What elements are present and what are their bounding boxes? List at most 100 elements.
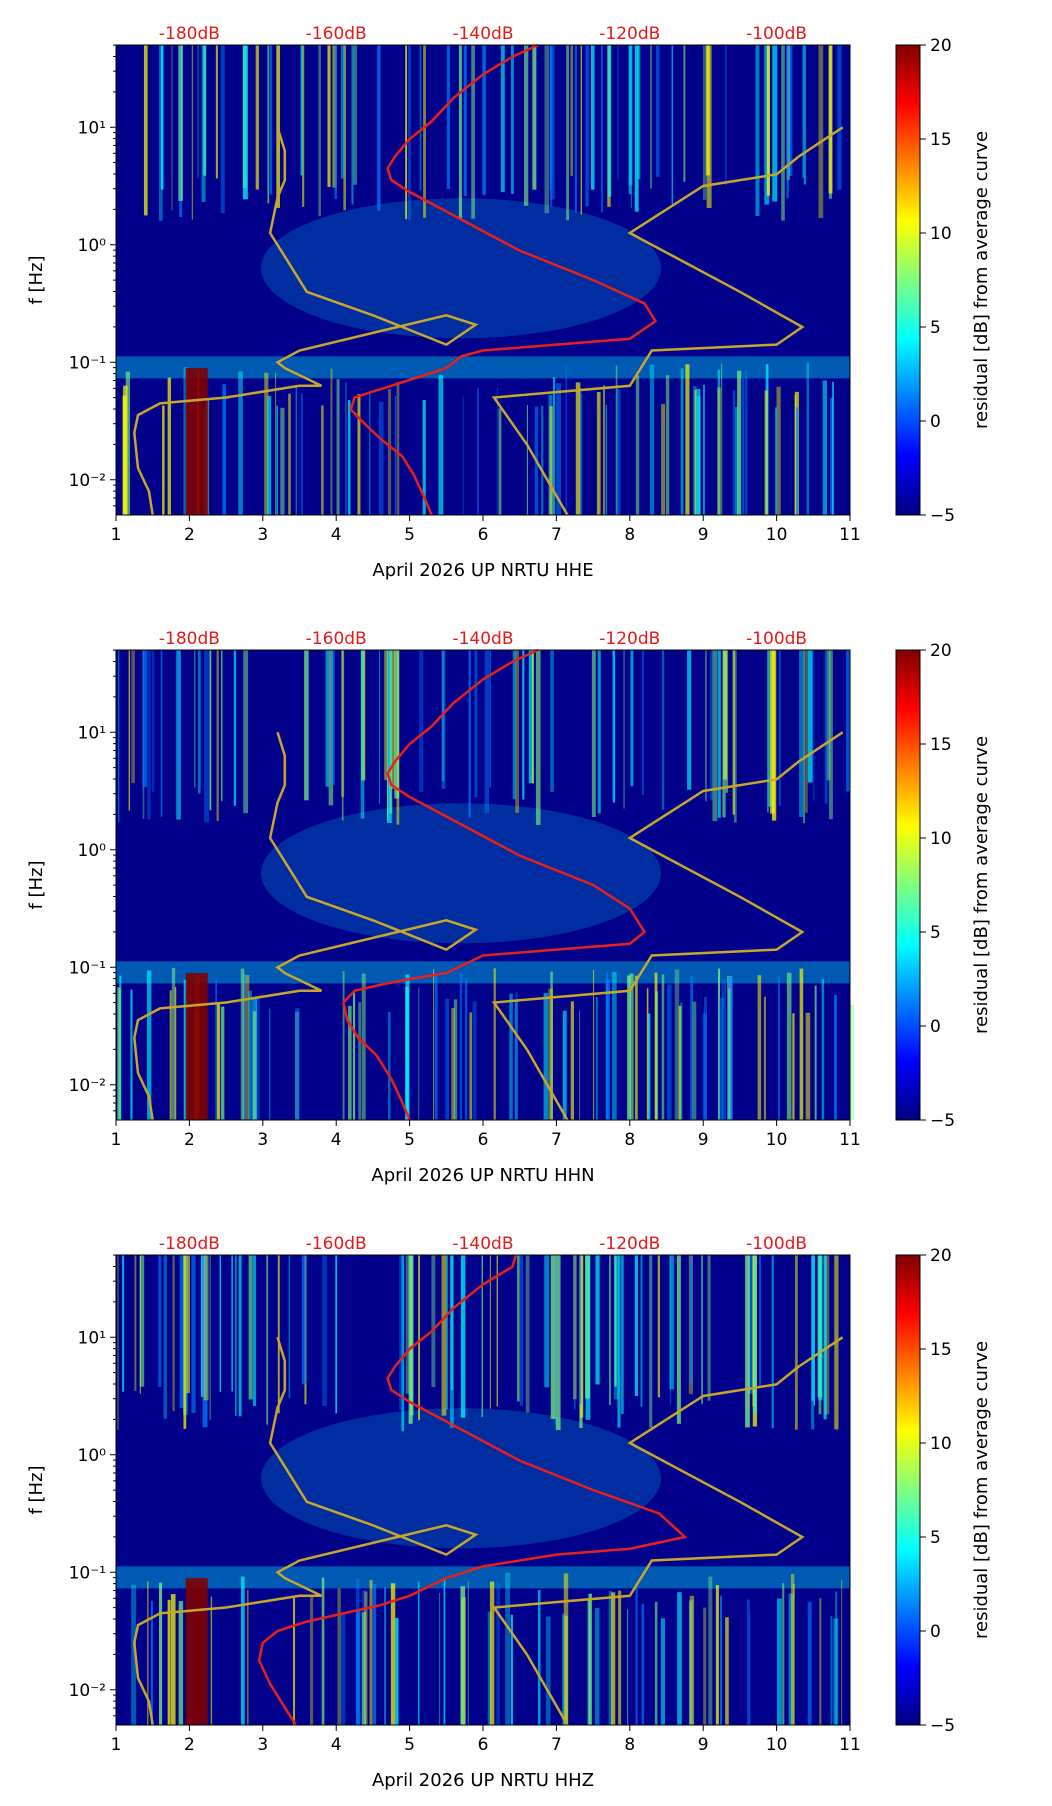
horizontal-band — [116, 961, 850, 984]
spectrogram-streak — [361, 1612, 366, 1725]
y-tick-label: 10⁻¹ — [69, 958, 106, 978]
spectrogram-streak — [179, 1255, 184, 1408]
spectrogram-streak — [193, 650, 196, 788]
spectrogram-streak — [471, 45, 475, 219]
spectrogram-streak — [526, 405, 528, 515]
spectrogram-streak — [500, 45, 505, 193]
x-tick-label: 8 — [624, 525, 635, 545]
spectrogram-streak — [563, 1573, 569, 1725]
spectrogram-streak — [637, 45, 641, 180]
spectrogram-streak — [680, 1002, 683, 1120]
spectrogram-streak — [840, 1579, 843, 1725]
spectrogram-streak — [364, 1591, 368, 1725]
x-tick-label: 11 — [839, 1735, 861, 1755]
spectrogram-streak — [407, 45, 411, 221]
spectrogram-streak — [640, 1255, 643, 1407]
spectrogram-streak — [807, 1601, 812, 1725]
db-label: -140dB — [452, 1234, 513, 1254]
spectrogram-streak — [543, 993, 549, 1120]
spectrogram-streak — [422, 400, 426, 515]
spectrogram-streak — [614, 1255, 617, 1387]
spectrogram-streak — [588, 1593, 592, 1725]
spectrogram-streak — [231, 1255, 233, 1392]
spectrogram-streak — [745, 1255, 750, 1428]
spectrogram-streak — [201, 45, 206, 202]
spectrogram-streak — [591, 650, 596, 817]
spectrogram-streak — [803, 45, 807, 185]
spectrogram-streak — [276, 45, 280, 208]
spectrogram-streak — [483, 45, 486, 196]
spectrogram-streak — [219, 1255, 222, 1392]
y-tick-label: 10⁻² — [69, 1076, 106, 1096]
x-axis: 1 2 3 4 5 6 7 8 9 10 11 — [111, 515, 861, 545]
spectrogram-streak — [244, 974, 250, 1120]
spectrogram-streak — [191, 1255, 196, 1414]
spectrogram-streak — [345, 382, 347, 515]
spectrogram-streak — [600, 45, 604, 213]
spectrogram-streak — [277, 1255, 280, 1414]
spectrogram-streak — [566, 45, 569, 221]
spectrogram-streak — [818, 1255, 823, 1401]
spectrogram-streak — [611, 1592, 616, 1725]
spectrogram-streak — [627, 975, 631, 1120]
top-db-axis: -180dB -160dB -140dB -120dB -100dB — [159, 1234, 807, 1254]
spectrogram-streak — [585, 1255, 591, 1420]
spectrogram-streak — [595, 1255, 600, 1385]
spectrogram-streak — [562, 1613, 565, 1725]
spectrogram-streak — [514, 1001, 518, 1120]
spectrogram-streak — [498, 408, 502, 515]
spectrogram-streak — [489, 1581, 495, 1725]
top-db-axis: -180dB -160dB -140dB -120dB -100dB — [159, 24, 807, 44]
spectrogram-streak — [288, 393, 291, 515]
y-tick-label: 10⁻² — [69, 1681, 106, 1701]
spectrogram-streak — [771, 650, 777, 821]
spectrogram-streak — [548, 988, 554, 1120]
x-tick-label: 4 — [331, 1735, 342, 1755]
spectrogram-streak — [418, 1255, 421, 1421]
spectrogram-streak — [267, 45, 270, 204]
spectrogram-streak — [742, 377, 744, 515]
spectrogram-streak — [268, 1008, 271, 1120]
spectrogram-streak — [648, 1013, 651, 1120]
spectrogram-streak — [233, 650, 237, 806]
spectrogram-streak — [635, 375, 640, 515]
spectrogram-streak — [813, 1255, 816, 1406]
spectrogram-streak — [131, 650, 135, 784]
colorbar-ticks: −5 0 5 10 15 20 — [920, 36, 955, 526]
spectrogram-streak — [300, 393, 304, 515]
y-tick-label: 10¹ — [78, 118, 106, 138]
spectrogram-streak — [147, 1581, 149, 1725]
x-tick-label: 9 — [698, 525, 709, 545]
x-tick-label: 7 — [551, 1130, 562, 1150]
spectrogram-streak — [222, 384, 227, 515]
spectrogram-streak — [325, 650, 329, 787]
spectrogram-streak — [776, 386, 781, 515]
spectrogram-streak — [690, 1255, 693, 1385]
spectrogram-streak — [746, 1599, 750, 1725]
spectrogram-streak — [775, 407, 777, 515]
noise-model-high-line — [491, 126, 844, 516]
spectrogram-streak — [467, 1580, 469, 1725]
spectrogram-streak — [252, 1011, 257, 1120]
spectrogram-streak — [818, 45, 824, 219]
mean-psd-line — [349, 43, 658, 516]
spectrogram-streak — [549, 406, 553, 515]
spectrogram-streak — [327, 45, 331, 187]
spectrogram-streak — [405, 974, 410, 1120]
db-label: -180dB — [159, 24, 220, 44]
spectrogram-streak — [183, 1255, 187, 1429]
spectrogram-streak — [799, 650, 804, 818]
spectrogram-streak — [792, 1013, 795, 1120]
x-tick-label: 6 — [478, 1130, 489, 1150]
spectrogram-streak — [255, 45, 259, 190]
spectrogram-streak — [759, 1255, 761, 1386]
spectrogram-streak — [522, 650, 525, 800]
spectrogram-streak — [235, 1255, 237, 1416]
spectrogram-streak — [612, 650, 616, 803]
db-label: -120dB — [599, 24, 660, 44]
spectrogram-streak — [580, 1255, 584, 1418]
spectrogram-streak — [322, 1255, 327, 1406]
spectrogram-streak — [654, 1601, 658, 1725]
spectrogram-streak — [355, 1611, 361, 1725]
spectrogram-streak — [634, 975, 638, 1120]
